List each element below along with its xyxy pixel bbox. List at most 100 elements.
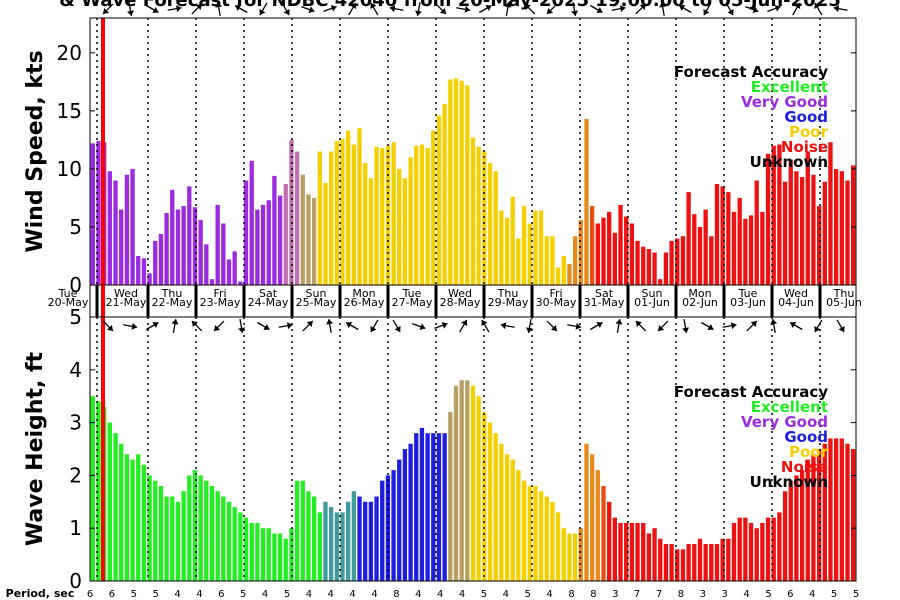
wind-bar: [669, 240, 674, 285]
direction-arrow: [323, 5, 337, 13]
direction-arrow: [526, 318, 533, 334]
wind-bar: [799, 177, 805, 285]
wave-bar: [136, 454, 141, 581]
day-label-date: 26-May: [344, 296, 385, 309]
wind-bar: [833, 168, 839, 285]
day-label-dow: Thu: [497, 287, 519, 300]
direction-arrow: [102, 3, 114, 15]
wave-bar: [720, 538, 725, 581]
wave-bar: [436, 433, 442, 581]
wave-bar: [714, 544, 720, 581]
legend-item: Noise: [781, 138, 828, 156]
wave-bar: [760, 522, 765, 581]
wind-bar: [436, 115, 442, 285]
y-tick-label: 0: [69, 273, 82, 297]
period-value: 5: [831, 589, 837, 600]
period-value: 4: [503, 589, 509, 600]
legend-title: Forecast Accuracy: [674, 63, 828, 81]
direction-arrow: [257, 321, 270, 331]
day-label-dow: Wed: [784, 287, 808, 300]
wave-bar: [96, 401, 101, 581]
wave-bar: [658, 538, 663, 581]
wave-bar: [272, 533, 277, 581]
direction-arrow: [370, 2, 379, 16]
wind-bar: [260, 204, 266, 285]
direction-arrow: [500, 322, 515, 330]
wave-bar: [692, 544, 697, 581]
wind-bar: [346, 130, 351, 285]
wind-bar: [277, 195, 283, 285]
wind-bar: [215, 204, 220, 285]
period-value: 4: [437, 589, 443, 600]
wave-bar: [465, 380, 470, 581]
day-label-dow: Tue: [402, 287, 422, 300]
wind-bar: [561, 255, 566, 285]
wave-bar: [334, 512, 339, 581]
legend-item: Unknown: [750, 473, 828, 491]
wind-bar: [147, 273, 152, 285]
wind-bar: [504, 217, 510, 285]
wind-bar: [113, 180, 118, 285]
wind-bar: [130, 168, 135, 285]
wave-y-axis-label: Wave Height, ft: [23, 351, 48, 546]
wave-bar: [300, 480, 305, 581]
wind-bar: [266, 200, 271, 285]
direction-arrow: [234, 4, 248, 14]
wave-bar: [555, 512, 561, 581]
wind-bar: [692, 214, 697, 285]
wave-bar: [141, 464, 147, 581]
wind-bar: [765, 153, 771, 285]
wave-bar: [794, 475, 799, 581]
wind-bar: [249, 160, 254, 285]
period-value: 5: [525, 589, 531, 600]
wave-bar: [686, 544, 691, 581]
direction-arrow: [171, 318, 179, 334]
wave-bar: [839, 438, 844, 581]
wave-bar: [652, 528, 657, 581]
direction-arrow: [215, 1, 223, 17]
wind-bar: [289, 139, 294, 285]
wind-bar: [493, 171, 498, 285]
wind-bar: [675, 238, 680, 285]
chart-title: & Wave Forecast for NDBC 42040 from 20-M…: [59, 0, 841, 11]
legend-item: Very Good: [741, 413, 828, 431]
wave-bar: [754, 528, 759, 581]
wave-bar: [578, 528, 583, 581]
wind-bar: [578, 219, 583, 285]
wind-bar: [209, 279, 215, 285]
wave-bar: [357, 496, 362, 581]
day-label-date: 30-May: [536, 296, 577, 309]
wave-bar: [380, 480, 385, 581]
wind-bar: [805, 151, 810, 285]
legend-item: Excellent: [751, 398, 828, 416]
day-label-dow: Fri: [213, 287, 226, 300]
wave-bar: [124, 454, 130, 581]
wind-bar: [175, 209, 181, 285]
wave-bar: [198, 475, 203, 581]
wind-bar: [119, 209, 124, 285]
wind-bar: [703, 209, 708, 285]
wind-bar: [198, 219, 203, 285]
period-value: 6: [218, 589, 224, 600]
wind-bar: [238, 281, 243, 285]
wind-bar: [760, 211, 765, 285]
direction-arrow: [770, 318, 778, 334]
period-value: 8: [678, 589, 684, 600]
wave-bar: [601, 485, 606, 581]
wave-bar: [164, 496, 169, 581]
wind-bar: [652, 252, 657, 285]
wind-bar: [731, 211, 737, 285]
wind-bar: [595, 223, 600, 285]
y-tick-label: 1: [69, 516, 82, 540]
legend-item: Excellent: [751, 78, 828, 96]
wind-bar: [90, 143, 95, 285]
wind-bar: [374, 146, 379, 285]
wind-bar: [624, 216, 629, 285]
period-value: 4: [262, 589, 268, 600]
wave-bar: [414, 433, 419, 581]
wave-bar: [669, 544, 674, 581]
direction-arrow: [814, 319, 823, 333]
y-tick-label: 2: [69, 463, 82, 487]
period-value: 6: [787, 589, 793, 600]
period-value: 5: [240, 589, 246, 600]
